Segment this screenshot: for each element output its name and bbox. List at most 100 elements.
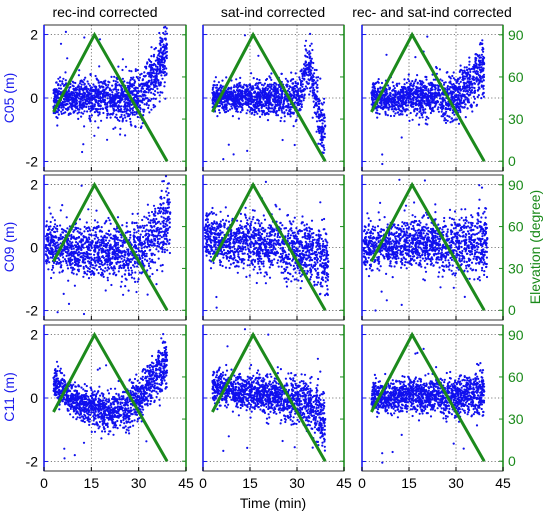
residual-point bbox=[435, 102, 438, 105]
residual-point bbox=[64, 79, 67, 82]
residual-point bbox=[221, 85, 224, 88]
residual-point bbox=[321, 119, 324, 122]
residual-point bbox=[133, 81, 136, 85]
residual-point bbox=[435, 65, 438, 69]
residual-point bbox=[414, 78, 417, 81]
residual-point bbox=[77, 270, 80, 273]
residual-point bbox=[320, 127, 324, 130]
residual-point bbox=[291, 97, 294, 100]
residual-point bbox=[94, 99, 97, 102]
residual-point bbox=[97, 108, 100, 111]
residual-point bbox=[321, 103, 324, 106]
residual-point bbox=[413, 109, 416, 112]
residual-point bbox=[66, 267, 70, 270]
residual-point bbox=[80, 111, 83, 114]
residual-point bbox=[436, 84, 439, 87]
residual-point bbox=[389, 91, 392, 95]
residual-point bbox=[227, 88, 230, 91]
residual-point bbox=[66, 91, 69, 94]
residual-point bbox=[372, 85, 375, 88]
residual-point bbox=[311, 116, 314, 119]
residual-point bbox=[249, 99, 252, 102]
residual-point bbox=[163, 47, 166, 50]
residual-point bbox=[150, 91, 153, 94]
residual-point bbox=[462, 75, 465, 78]
residual-point bbox=[116, 107, 120, 110]
residual-point bbox=[266, 119, 270, 122]
residual-point bbox=[391, 81, 394, 84]
residual-point bbox=[248, 97, 251, 100]
residual-point bbox=[237, 92, 240, 95]
residual-point bbox=[73, 95, 76, 98]
residual-point bbox=[53, 97, 56, 100]
residual-point bbox=[258, 88, 261, 91]
residual-point bbox=[470, 86, 473, 89]
elevation-line bbox=[52, 31, 169, 162]
residual-point bbox=[159, 222, 162, 225]
residual-point bbox=[463, 106, 466, 109]
residual-point bbox=[268, 83, 271, 86]
residual-point bbox=[402, 85, 405, 89]
residual-point bbox=[72, 81, 75, 84]
residual-point bbox=[145, 224, 148, 227]
residual-point bbox=[468, 101, 471, 104]
residual-point bbox=[319, 77, 322, 80]
residual-point bbox=[65, 261, 68, 265]
residual-point bbox=[137, 79, 141, 82]
residual-point bbox=[82, 267, 85, 270]
residual-point bbox=[134, 69, 137, 73]
residual-point bbox=[292, 125, 295, 128]
residual-point bbox=[153, 85, 157, 88]
residual-point bbox=[110, 75, 113, 78]
residual-point bbox=[82, 101, 85, 104]
residual-point bbox=[387, 84, 390, 87]
residual-point bbox=[62, 256, 65, 259]
residual-point bbox=[406, 95, 409, 98]
residual-point bbox=[157, 257, 160, 260]
residual-point bbox=[87, 105, 90, 108]
residual-point bbox=[305, 49, 308, 52]
residual-point bbox=[261, 104, 265, 107]
residual-point bbox=[417, 123, 421, 126]
residual-point bbox=[379, 87, 382, 90]
residual-point bbox=[53, 230, 57, 234]
residual-point bbox=[267, 102, 270, 105]
residual-point bbox=[482, 79, 485, 82]
residual-point bbox=[224, 97, 228, 100]
residual-point bbox=[442, 98, 445, 101]
residual-point bbox=[458, 85, 462, 88]
residual-point bbox=[94, 91, 97, 95]
residual-point bbox=[64, 107, 67, 110]
residual-point bbox=[376, 87, 379, 91]
residual-point bbox=[52, 105, 55, 108]
residual-point bbox=[157, 79, 160, 82]
residual-point bbox=[136, 226, 140, 229]
residual-point bbox=[66, 57, 69, 60]
residual-point bbox=[457, 77, 460, 80]
residual-point bbox=[143, 93, 146, 96]
residual-point bbox=[447, 107, 450, 110]
residual-point bbox=[262, 84, 265, 87]
panel-title-rec-ind: rec-ind corrected bbox=[52, 4, 157, 20]
residual-point bbox=[54, 227, 57, 230]
residual-point bbox=[477, 94, 480, 97]
residual-point bbox=[278, 93, 281, 96]
residual-point bbox=[71, 108, 74, 111]
residual-point bbox=[91, 98, 94, 101]
residual-point bbox=[75, 273, 78, 276]
residual-point bbox=[245, 102, 248, 105]
residual-point bbox=[412, 84, 415, 87]
residual-point bbox=[226, 100, 229, 104]
residual-point bbox=[299, 84, 303, 87]
residual-point bbox=[313, 72, 316, 75]
residual-point bbox=[421, 113, 424, 116]
residual-point bbox=[54, 223, 57, 226]
residual-point bbox=[439, 97, 442, 100]
residual-point bbox=[276, 96, 280, 99]
residual-point bbox=[309, 77, 313, 80]
residual-point bbox=[450, 96, 453, 99]
residual-point bbox=[374, 82, 377, 85]
residual-point bbox=[91, 89, 94, 92]
residual-point bbox=[152, 53, 156, 56]
residual-point bbox=[233, 84, 236, 87]
